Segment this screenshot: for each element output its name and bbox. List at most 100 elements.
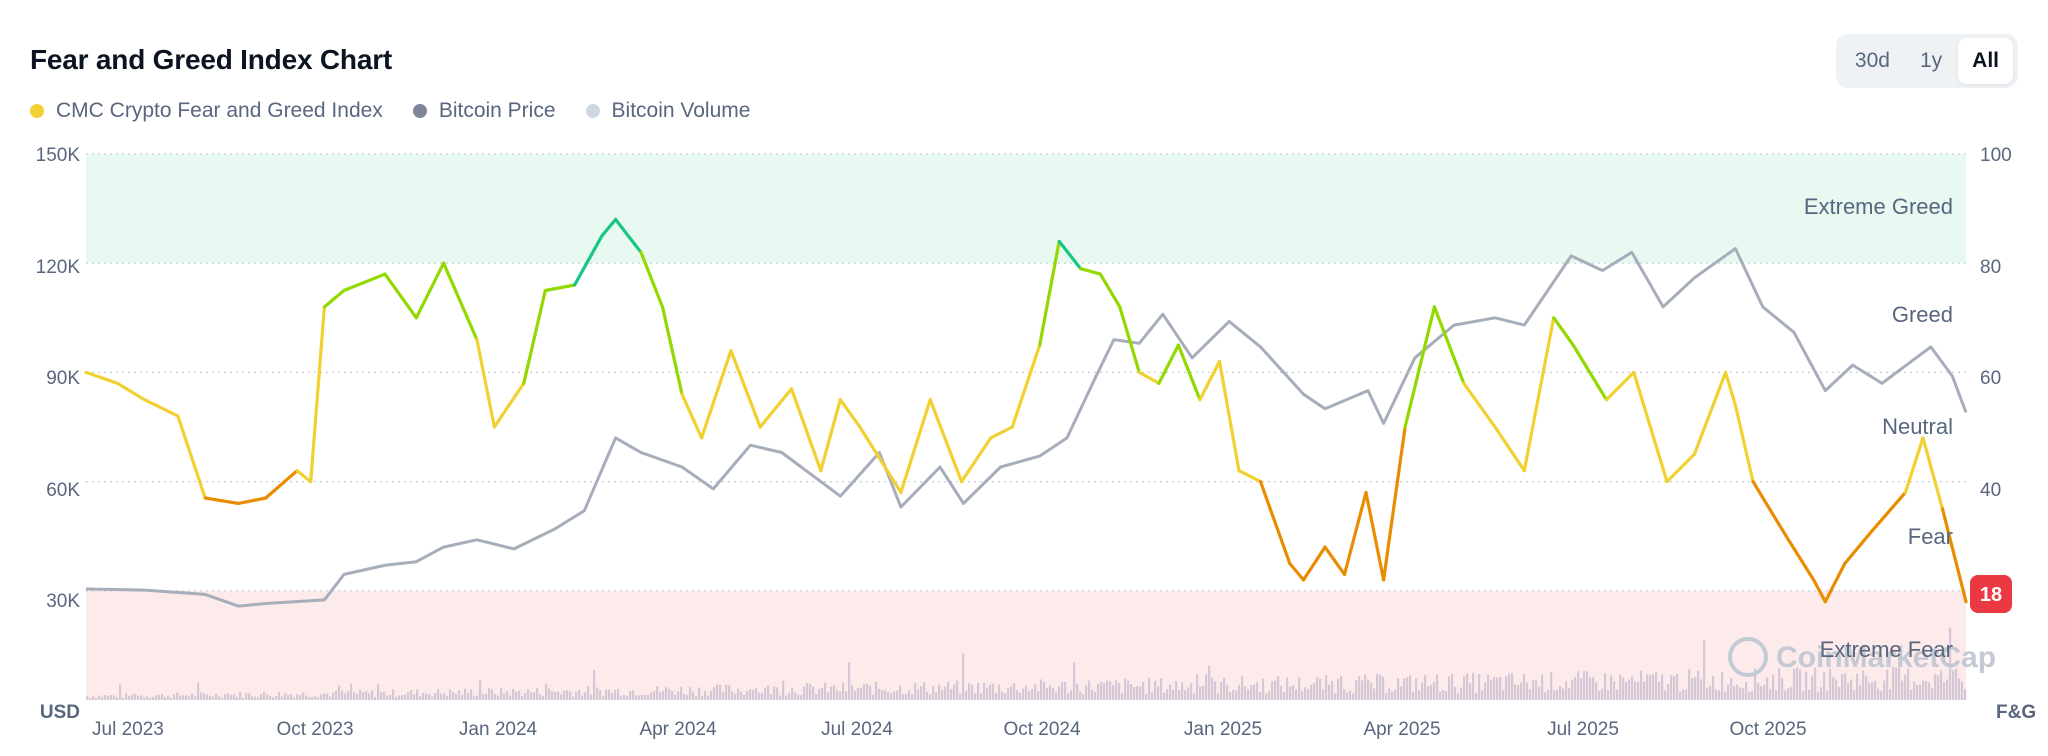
- volume-bar: [932, 685, 935, 700]
- volume-bar: [1190, 683, 1193, 700]
- range-button-all[interactable]: All: [1958, 38, 2013, 84]
- volume-bar: [632, 690, 635, 700]
- volume-bar: [200, 692, 203, 700]
- volume-bar: [266, 694, 269, 700]
- volume-bar: [1004, 693, 1007, 700]
- fear-greed-segment: [342, 272, 387, 293]
- volume-bar: [791, 687, 794, 700]
- volume-bar: [851, 685, 854, 700]
- volume-bar: [524, 693, 527, 700]
- volume-bar: [212, 696, 215, 700]
- volume-bar: [1403, 678, 1406, 700]
- volume-bar: [1607, 690, 1610, 700]
- volume-bar: [1775, 690, 1778, 700]
- volume-bar: [1394, 690, 1397, 700]
- legend-item-bitcoin-volume[interactable]: Bitcoin Volume: [585, 99, 750, 123]
- volume-bar: [971, 685, 974, 700]
- fear-greed-segment: [543, 283, 577, 293]
- volume-bar: [989, 684, 992, 700]
- volume-bar: [1454, 687, 1457, 700]
- legend-label: CMC Crypto Fear and Greed Index: [56, 99, 383, 122]
- fear-greed-segment: [414, 261, 446, 320]
- volume-bar: [98, 695, 101, 700]
- volume-bar: [1784, 690, 1787, 700]
- volume-bar: [617, 688, 620, 700]
- volume-bar: [1235, 690, 1238, 700]
- volume-bar: [848, 662, 851, 700]
- volume-bar: [1208, 665, 1211, 700]
- volume-bar: [1703, 639, 1706, 700]
- volume-bar: [521, 695, 524, 700]
- volume-bar: [1907, 668, 1910, 700]
- volume-bar: [821, 687, 824, 700]
- volume-bar: [1691, 677, 1694, 700]
- volume-bar: [419, 696, 422, 700]
- volume-bar: [1790, 687, 1793, 700]
- volume-bar: [107, 695, 110, 700]
- volume-bar: [1883, 680, 1886, 700]
- legend-item-fear-greed-index[interactable]: CMC Crypto Fear and Greed Index: [30, 99, 383, 123]
- volume-bar: [836, 690, 839, 700]
- volume-bar: [542, 696, 545, 700]
- range-button-30d[interactable]: 30d: [1854, 49, 1890, 72]
- volume-bar: [1478, 674, 1481, 700]
- volume-bar: [1349, 690, 1352, 700]
- x-tick-label: Jul 2024: [821, 719, 893, 740]
- fear-greed-segment: [1381, 425, 1407, 582]
- volume-bar: [449, 689, 452, 700]
- volume-bar: [1445, 691, 1448, 700]
- legend-item-bitcoin-price[interactable]: Bitcoin Price: [412, 99, 556, 123]
- volume-bar: [518, 690, 521, 700]
- volume-bar: [1310, 684, 1313, 700]
- volume-bar: [1334, 693, 1337, 700]
- left-tick-label: 150K: [36, 145, 81, 166]
- volume-bar: [1472, 672, 1475, 700]
- volume-bar: [758, 692, 761, 700]
- volume-bar: [1688, 669, 1691, 700]
- fear-greed-segment: [1571, 343, 1609, 402]
- volume-bar: [1898, 667, 1901, 700]
- volume-bar: [1493, 676, 1496, 700]
- volume-bar: [1025, 685, 1028, 700]
- volume-bar: [1778, 668, 1781, 700]
- fear-greed-segment: [899, 398, 932, 495]
- volume-bar: [1766, 677, 1769, 700]
- volume-bar: [1880, 691, 1883, 700]
- x-tick-label: Jul 2025: [1547, 719, 1619, 740]
- volume-bar: [1946, 679, 1949, 700]
- volume-bar: [1673, 675, 1676, 700]
- volume-bar: [920, 686, 923, 700]
- volume-bar: [1154, 680, 1157, 700]
- volume-bar: [1637, 681, 1640, 700]
- volume-bar: [881, 690, 884, 700]
- volume-bar: [1460, 687, 1463, 700]
- volume-bar: [491, 689, 494, 700]
- volume-bar: [245, 693, 248, 700]
- volume-bar: [1172, 689, 1175, 700]
- volume-bar: [1592, 677, 1595, 700]
- volume-bar: [443, 693, 446, 700]
- volume-bar: [1103, 683, 1106, 700]
- volume-bar: [1598, 690, 1601, 700]
- volume-bar: [1337, 678, 1340, 700]
- volume-bar: [1220, 681, 1223, 700]
- volume-bar: [1520, 682, 1523, 700]
- range-button-1y[interactable]: 1y: [1919, 49, 1943, 72]
- volume-bar: [395, 696, 398, 700]
- volume-bar: [1649, 674, 1652, 700]
- volume-bar: [806, 683, 809, 700]
- volume-bar: [176, 692, 179, 700]
- volume-bar: [563, 690, 566, 700]
- volume-bar: [1199, 686, 1202, 700]
- volume-bar: [386, 695, 389, 700]
- fear-greed-segment: [758, 387, 794, 429]
- volume-bar: [305, 695, 308, 700]
- volume-bar: [401, 695, 404, 700]
- volume-bar: [92, 696, 95, 700]
- volume-bar: [1196, 674, 1199, 700]
- volume-bar: [1157, 686, 1160, 700]
- right-tick-label: 80: [1980, 257, 2001, 278]
- volume-bar: [830, 686, 833, 700]
- volume-bar: [458, 690, 461, 700]
